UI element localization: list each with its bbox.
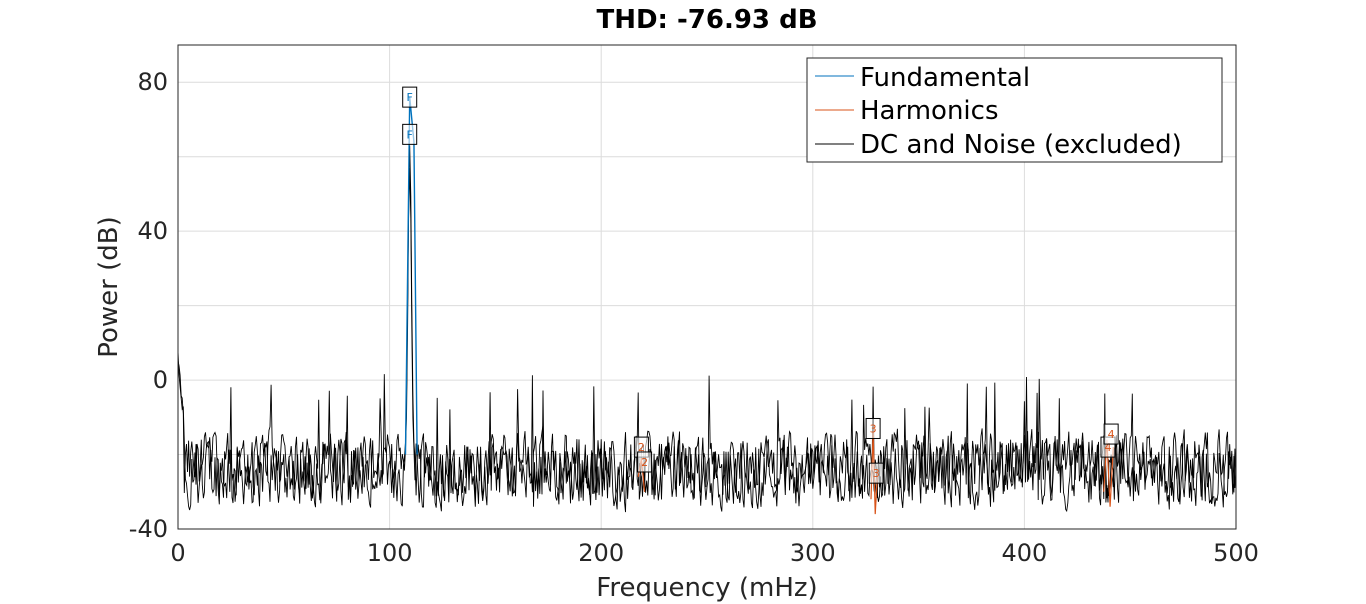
legend-label-noise: DC and Noise (excluded) — [860, 130, 1182, 160]
y-axis-label: Power (dB) — [94, 216, 124, 358]
marker-label: 2 — [638, 441, 645, 454]
marker-box — [868, 462, 884, 484]
marker-label: F — [407, 91, 413, 104]
noise-trace — [178, 167, 1236, 513]
y-tick-label: 80 — [137, 68, 168, 96]
marker-label: 2 — [641, 456, 648, 469]
marker-box — [1103, 423, 1119, 445]
x-tick-label: 0 — [170, 539, 185, 567]
legend-label-harmonics: Harmonics — [860, 96, 999, 126]
x-tick-label: 100 — [367, 539, 413, 567]
x-tick-label: 300 — [790, 539, 836, 567]
noise-series-group — [178, 145, 1236, 513]
fundamental-series-group — [404, 97, 418, 455]
x-tick-label: 200 — [578, 539, 624, 567]
noise-trace — [178, 145, 1236, 512]
marker-box — [637, 451, 653, 473]
marker-box — [402, 123, 418, 145]
legend-box — [806, 57, 1223, 163]
fundamental-line — [404, 97, 418, 455]
marker-label: 3 — [870, 422, 877, 435]
x-tick-label: 500 — [1213, 539, 1259, 567]
marker-group: F F 2 2 3 3 44 — [402, 86, 1119, 484]
marker-box — [402, 86, 418, 108]
y-tick-labels: -40 0 40 80 — [129, 68, 168, 543]
marker-box — [865, 417, 881, 439]
y-tick-label: -40 — [129, 515, 168, 543]
chart-title: THD: -76.93 dB — [596, 5, 817, 35]
marker-label: F — [407, 128, 413, 141]
legend-label-fundamental: Fundamental — [860, 63, 1030, 93]
y-tick-label: 0 — [153, 366, 168, 394]
marker-label: 4 — [1108, 428, 1115, 441]
y-tick-label: 40 — [137, 217, 168, 245]
marker-label: 4 — [1104, 441, 1111, 454]
marker-label: 3 — [873, 467, 880, 480]
harmonic-line — [1103, 439, 1114, 507]
x-axis-label: Frequency (mHz) — [596, 573, 817, 603]
x-tick-labels: 0 100 200 300 400 500 — [170, 539, 1259, 567]
legend: Fundamental Harmonics DC and Noise (excl… — [806, 57, 1223, 163]
plot-frame — [177, 44, 1237, 530]
x-tick-label: 400 — [1001, 539, 1047, 567]
